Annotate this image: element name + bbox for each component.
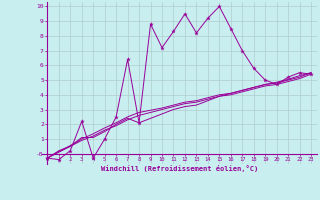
X-axis label: Windchill (Refroidissement éolien,°C): Windchill (Refroidissement éolien,°C) <box>100 165 258 172</box>
